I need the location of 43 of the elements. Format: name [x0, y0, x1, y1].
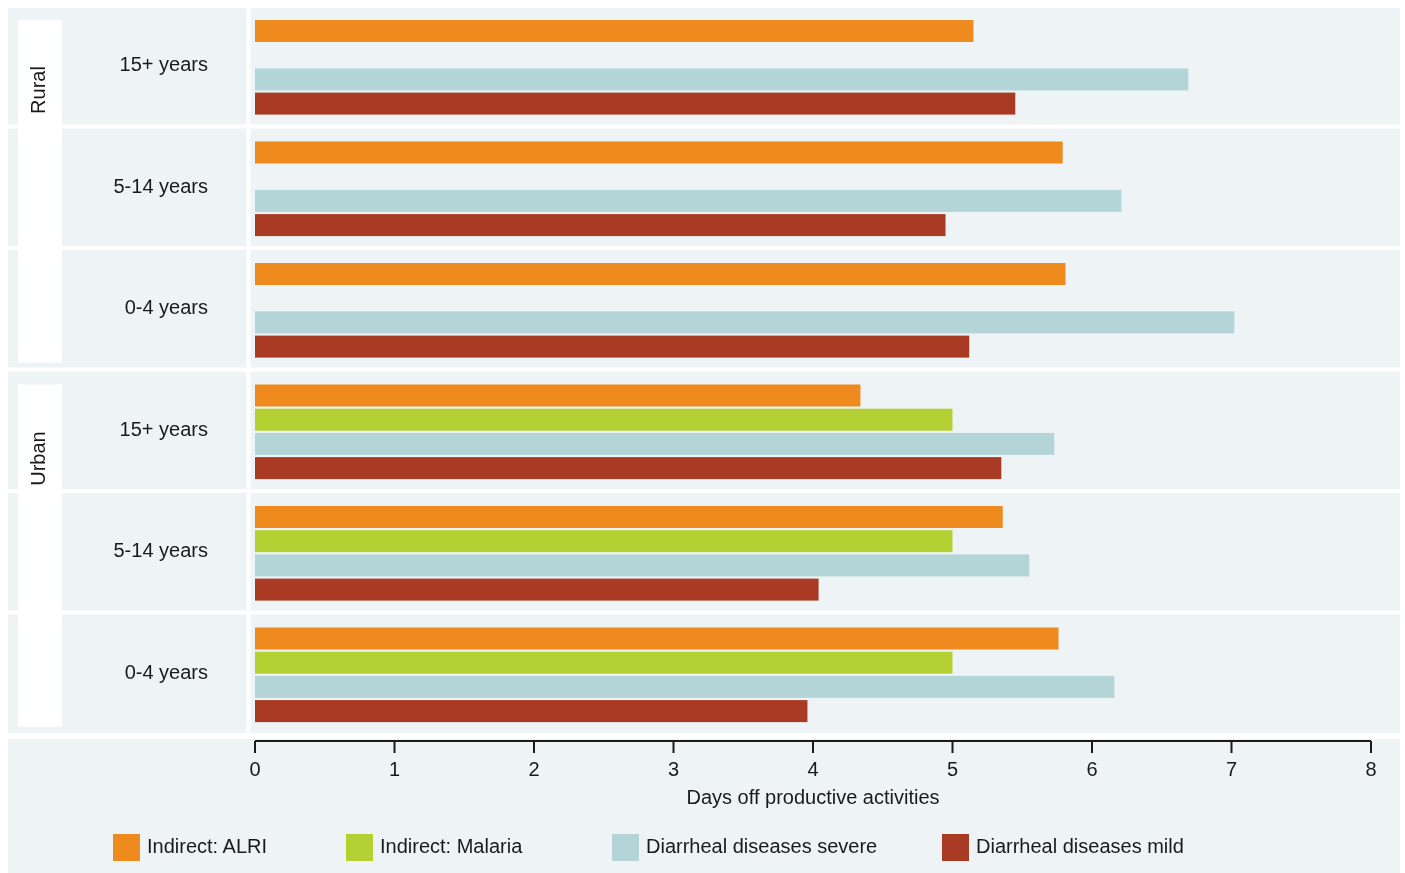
x-tick-label: 2 [528, 758, 540, 780]
bar [255, 68, 1189, 91]
legend-label: Diarrheal diseases mild [976, 835, 1184, 858]
x-tick-label: 0 [249, 758, 261, 780]
legend-label: Diarrheal diseases severe [646, 835, 878, 858]
x-tick-label: 3 [667, 758, 680, 780]
bar [255, 675, 1115, 698]
y-tick-label: 5-14 years [113, 539, 208, 562]
x-tick-label: 6 [1086, 758, 1098, 780]
bar [255, 506, 1003, 528]
bar [255, 700, 808, 723]
bar [255, 432, 1055, 455]
bar [255, 335, 970, 358]
y-tick-label: 0-4 years [124, 660, 208, 683]
x-tick-label: 8 [1365, 758, 1377, 780]
bar [255, 578, 819, 601]
bar [255, 457, 1002, 480]
x-axis-title: Days off productive activities [686, 786, 940, 808]
bar [255, 554, 1030, 577]
bar [255, 384, 861, 407]
text: Rural [27, 66, 50, 114]
bar [255, 214, 946, 237]
bar [255, 651, 953, 674]
text: Urban [27, 431, 50, 486]
bar [255, 263, 1066, 285]
bar [255, 189, 1122, 212]
bar [255, 311, 1235, 334]
y-tick-label: 15+ years [119, 417, 208, 440]
y-tick-label: 0-4 years [124, 296, 208, 319]
x-tick-label: 1 [388, 758, 401, 780]
x-tick-label: 5 [946, 758, 959, 780]
legend-label: Indirect: ALRI [147, 835, 268, 858]
legend-label: Indirect: Malaria [380, 835, 524, 858]
x-tick-label: 7 [1225, 758, 1238, 780]
x-tick-label: 4 [807, 758, 819, 780]
y-tick-label: 15+ years [119, 53, 208, 76]
bar [255, 627, 1059, 650]
y-tick-label: 5-14 years [113, 174, 208, 197]
bar [255, 530, 953, 553]
bar [255, 408, 953, 431]
bar [255, 20, 974, 42]
bar [255, 141, 1063, 164]
bar [255, 92, 1016, 115]
